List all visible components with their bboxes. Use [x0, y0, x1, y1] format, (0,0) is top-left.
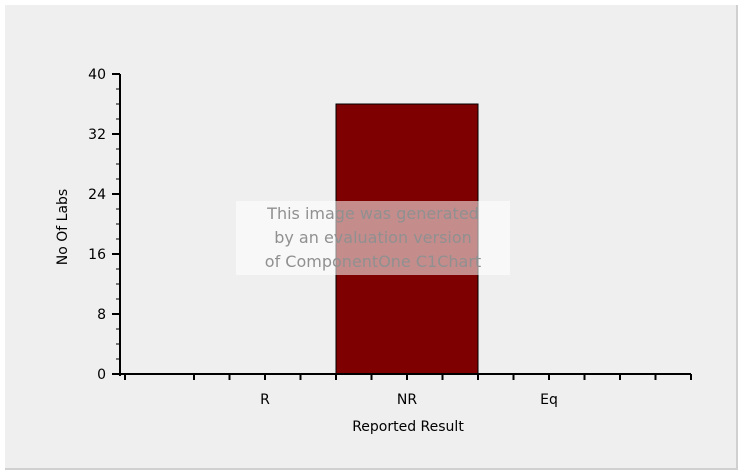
- watermark-line-3: of ComponentOne C1Chart: [265, 252, 481, 271]
- x-axis-title: Reported Result: [352, 419, 464, 435]
- y-axis-title: No Of Labs: [55, 189, 71, 265]
- x-tick-label: Eq: [540, 392, 558, 408]
- watermark-background: [236, 201, 510, 275]
- evaluation-watermark: This image was generated by an evaluatio…: [236, 201, 510, 275]
- watermark-line-2: by an evaluation version: [274, 228, 472, 247]
- y-tick-label: 16: [88, 247, 106, 263]
- y-tick-label: 40: [88, 67, 106, 83]
- y-tick-label: 0: [97, 367, 106, 383]
- y-tick-label: 24: [88, 187, 106, 203]
- axes-group: 0 8 16 24 32 40 R NR Eq: [88, 67, 692, 408]
- y-tick-label: 8: [97, 307, 106, 323]
- y-tick-label: 32: [88, 127, 106, 143]
- watermark-line-1: This image was generated: [266, 204, 479, 223]
- x-tick-label: R: [260, 392, 270, 408]
- x-tick-label: NR: [397, 392, 417, 408]
